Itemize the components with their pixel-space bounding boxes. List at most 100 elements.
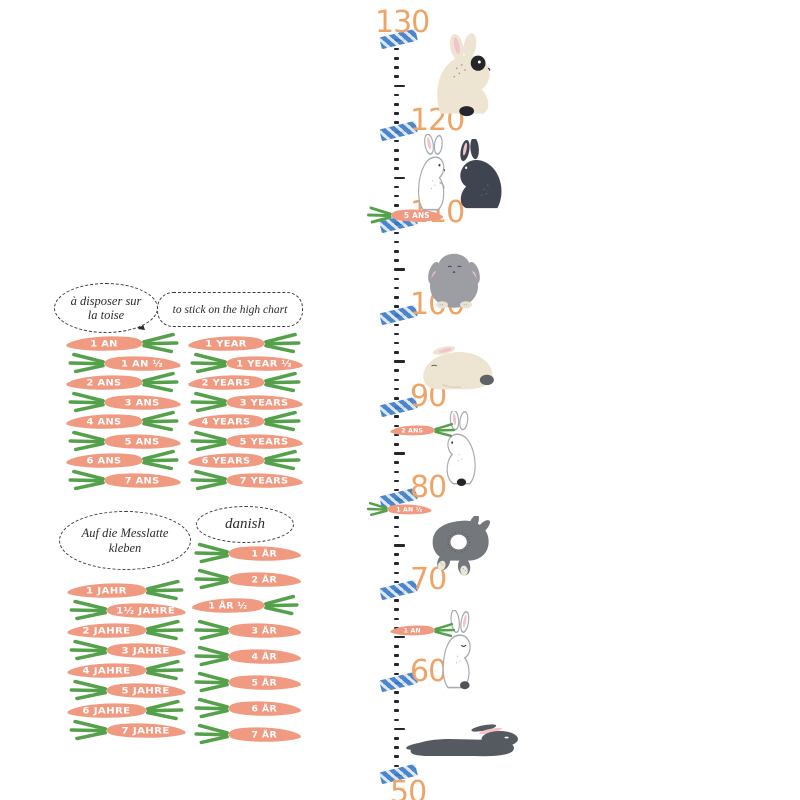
carrot-sticker-danish-1: 2 ÅR xyxy=(193,566,305,592)
ruler-tick xyxy=(394,305,399,308)
ruler-tick xyxy=(394,148,399,152)
svg-text:5 JAHRE: 5 JAHRE xyxy=(122,686,170,696)
ruler-tick xyxy=(394,295,399,299)
ruler-tick xyxy=(394,397,399,400)
carrot-sticker-german-7: 7 JAHRE xyxy=(68,717,190,743)
ruler-tick xyxy=(394,635,405,639)
svg-text:3 ÅR: 3 ÅR xyxy=(252,626,277,636)
ruler-tick xyxy=(394,185,399,189)
ruler-tick xyxy=(394,764,399,768)
ruler-tick xyxy=(394,580,399,584)
ruler-tick xyxy=(394,323,399,327)
carrot-sticker-danish-3: 3 ÅR xyxy=(193,617,305,643)
svg-text:2 YEARS: 2 YEARS xyxy=(202,379,251,388)
grey-lop-rabbit-icon xyxy=(424,249,484,309)
svg-text:5 ANS: 5 ANS xyxy=(125,438,160,447)
french-instruction-bubble: à disposer sur la toise xyxy=(54,283,158,333)
ruler-tick xyxy=(394,424,399,428)
ruler-tick xyxy=(394,433,399,437)
ruler-tick xyxy=(394,571,399,575)
french-bubble-line1: à disposer sur xyxy=(70,293,142,308)
svg-text:6 ÅR: 6 ÅR xyxy=(252,704,277,714)
svg-text:3 JAHRE: 3 JAHRE xyxy=(122,646,170,656)
carrot-sticker-danish-4: 4 ÅR xyxy=(193,643,305,669)
ruler-tick xyxy=(394,672,399,676)
carrot-sticker-english-2: 2 YEARS xyxy=(184,369,302,395)
svg-text:4 ÅR: 4 ÅR xyxy=(252,652,277,662)
carrot-sticker-german-2: 2 JAHRE xyxy=(63,617,185,643)
french-bubble-line2: la toise xyxy=(87,308,125,322)
svg-text:6 JAHRE: 6 JAHRE xyxy=(82,706,130,716)
ruler-sample-carrot-3: 1 AN xyxy=(388,621,456,639)
english-bubble-line1: to stick on the high chart xyxy=(172,303,288,316)
carrot-sticker-french-0: 1 AN xyxy=(62,330,180,356)
ruler-tick xyxy=(394,452,405,455)
white-rabbit-sitting-icon xyxy=(429,411,487,486)
dark-rabbit-lying-icon xyxy=(404,720,518,770)
ruler-tick xyxy=(394,387,399,391)
svg-text:1 AN ½: 1 AN ½ xyxy=(396,505,422,513)
ruler-tick xyxy=(394,231,399,235)
svg-text:1 ÅR ½: 1 ÅR ½ xyxy=(208,600,247,610)
white-rabbit-standing-icon xyxy=(407,134,465,212)
ruler-tick xyxy=(394,736,399,740)
ruler-tick xyxy=(394,691,399,694)
ruler-tick xyxy=(394,332,399,336)
svg-text:1½ JAHRE: 1½ JAHRE xyxy=(116,606,175,616)
svg-text:2 JAHRE: 2 JAHRE xyxy=(82,626,130,636)
carrot-sticker-french-7: 7 ANS xyxy=(67,467,185,493)
ruler-tick xyxy=(394,755,399,758)
carrot-sticker-french-6: 6 ANS xyxy=(62,447,180,473)
svg-text:1 AN: 1 AN xyxy=(90,340,118,349)
ruler-tick xyxy=(394,378,399,382)
ruler-tick xyxy=(394,617,399,621)
ruler-tick xyxy=(394,534,399,538)
ruler-tick xyxy=(394,479,399,483)
ruler-tick xyxy=(394,351,399,354)
ruler-sample-carrot-1: 2 ANS xyxy=(388,421,456,439)
svg-text:2 ÅR: 2 ÅR xyxy=(252,575,277,585)
svg-text:1 AN ½: 1 AN ½ xyxy=(121,359,163,369)
ruler-tick xyxy=(394,176,405,180)
ruler-tick xyxy=(394,139,399,143)
ruler-tick xyxy=(394,84,405,88)
carrot-sticker-french-1: 1 AN ½ xyxy=(67,350,185,376)
ruler-tick xyxy=(394,341,399,345)
ruler-sample-carrot-2: 1 AN ½ xyxy=(366,500,434,518)
german-bubble-line1: Auf die Messlatte xyxy=(81,526,169,541)
svg-text:7 YEARS: 7 YEARS xyxy=(240,477,289,486)
carrot-sticker-german-0: 1 JAHR xyxy=(63,577,185,603)
svg-text:1 JAHR: 1 JAHR xyxy=(86,586,127,596)
ruler-tick xyxy=(394,121,399,124)
carrot-sticker-english-5: 5 YEARS xyxy=(189,428,307,454)
svg-text:3 ANS: 3 ANS xyxy=(125,399,160,408)
svg-text:4 YEARS: 4 YEARS xyxy=(202,418,251,427)
ruler-tick xyxy=(394,259,399,262)
ruler-tick xyxy=(394,700,399,703)
ruler-tick xyxy=(394,66,399,69)
svg-text:7 ANS: 7 ANS xyxy=(125,477,160,486)
svg-text:1 AN: 1 AN xyxy=(404,627,421,634)
svg-text:1 ÅR: 1 ÅR xyxy=(252,549,277,559)
svg-text:6 ANS: 6 ANS xyxy=(87,457,122,466)
ruler-tick xyxy=(394,103,399,106)
carrot-sticker-german-1: 1½ JAHRE xyxy=(68,597,190,623)
ruler-tick xyxy=(394,75,399,79)
ruler-tick xyxy=(394,663,399,667)
danish-instruction-bubble: danish xyxy=(196,506,294,543)
grey-rabbit-rear-view-icon xyxy=(426,516,494,578)
ruler-tick xyxy=(394,562,399,565)
carrot-sticker-german-6: 6 JAHRE xyxy=(63,697,185,723)
ruler-tick xyxy=(394,470,399,474)
white-rabbit-sleepy-icon xyxy=(430,610,490,690)
ruler-tick xyxy=(394,250,399,253)
carrot-sticker-english-1: 1 YEAR ½ xyxy=(189,350,307,376)
ruler-tick xyxy=(394,727,405,731)
ruler-tick xyxy=(394,93,399,97)
svg-text:3 YEARS: 3 YEARS xyxy=(240,399,289,408)
ruler-tick xyxy=(394,654,399,657)
ruler-tick xyxy=(394,525,399,529)
ruler-tick xyxy=(394,167,399,170)
ruler-tick xyxy=(394,516,399,520)
ruler-tick xyxy=(394,709,399,712)
